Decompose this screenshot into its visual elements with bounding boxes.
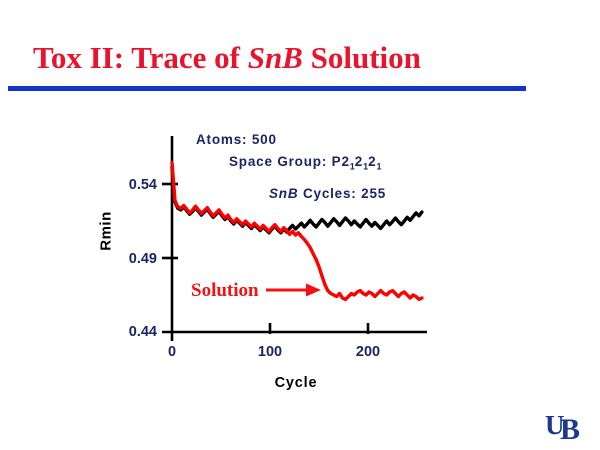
x-axis-title: Cycle — [274, 375, 318, 391]
snb-rest: Cycles: 255 — [298, 186, 387, 201]
space-group-mid1: 2 — [354, 154, 364, 169]
solution-arrow-icon — [306, 283, 321, 297]
snb-italic: SnB — [269, 186, 299, 201]
x-tick-label-0: 0 — [167, 344, 177, 360]
slide-title: Tox II: Trace of SnB Solution — [33, 42, 421, 73]
space-group-sub2: 1 — [363, 161, 369, 172]
y-axis-title: Rmin — [97, 211, 115, 251]
y-tick-label-0-49: 0.49 — [128, 251, 157, 267]
trace-solution — [170, 160, 424, 302]
title-underline — [8, 86, 526, 91]
title-italic-snb: SnB — [247, 40, 303, 75]
annotation-solution: Solution — [191, 280, 259, 301]
title-text-suffix: Solution — [302, 40, 421, 75]
space-group-sub3: 1 — [376, 161, 382, 172]
space-group-prefix: Space Group: P2 — [229, 154, 350, 169]
annotation-atoms: Atoms: 500 — [196, 132, 277, 147]
title-text-prefix: Tox II: Trace of — [33, 40, 248, 75]
annotation-snb-cycles: SnB Cycles: 255 — [269, 186, 386, 201]
y-tick-label-0-44: 0.44 — [128, 324, 157, 340]
space-group-sub1: 1 — [349, 161, 355, 172]
logo-letter-u: U — [545, 410, 565, 440]
x-tick-label-100: 100 — [257, 344, 283, 360]
y-tick-label-0-54: 0.54 — [128, 177, 157, 193]
ub-logo: U B — [543, 410, 600, 448]
annotation-space-group: Space Group: P212121 — [229, 154, 381, 172]
x-tick-label-200: 200 — [355, 344, 381, 360]
space-group-mid2: 2 — [368, 154, 377, 169]
logo-letter-b: B — [560, 413, 581, 446]
trace-lines — [170, 160, 424, 302]
